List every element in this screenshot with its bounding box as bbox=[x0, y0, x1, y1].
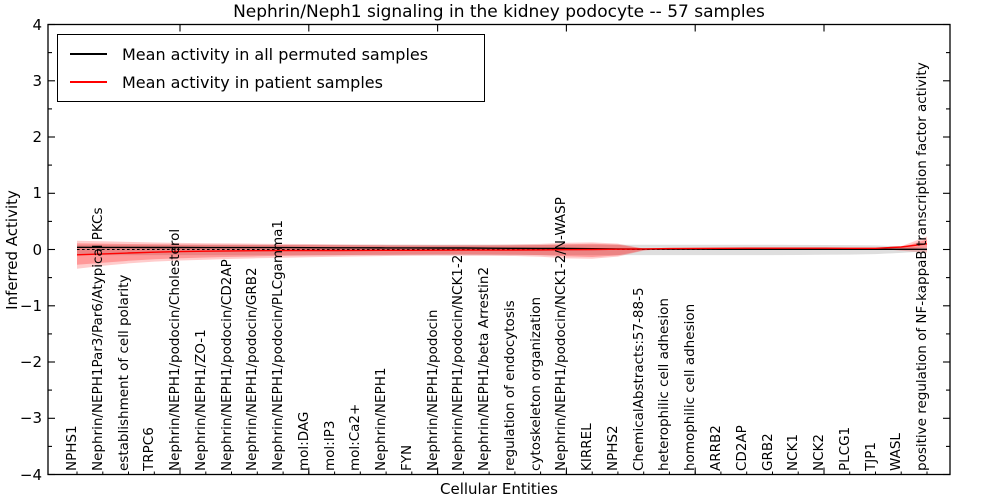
band bbox=[77, 239, 927, 265]
x-tick-label: Nephrin/NEPH1/podocin/NCK1-2 bbox=[450, 254, 467, 471]
x-tick-label: NPHS2 bbox=[604, 425, 621, 471]
y-tick-label: 0 bbox=[32, 240, 42, 259]
series-line bbox=[76, 243, 928, 256]
x-tick-label: Nephrin/NEPH1/ZO-1 bbox=[192, 329, 209, 471]
x-tick-label: Nephrin/NEPH1Par3/Par6/Atypical PKCs bbox=[89, 207, 106, 472]
x-tick-label: CD2AP bbox=[733, 425, 750, 471]
y-tick-label: −2 bbox=[19, 353, 42, 371]
y-tick-label: 1 bbox=[32, 184, 42, 203]
x-tick-label: ARRB2 bbox=[707, 425, 724, 471]
legend: Mean activity in all permuted samples Me… bbox=[57, 34, 485, 102]
x-tick-label: mol:IP3 bbox=[321, 420, 338, 471]
x-tick-label: mol:Ca2+ bbox=[347, 403, 364, 471]
x-tick-label: Nephrin/NEPH1/podocin bbox=[424, 309, 441, 471]
band bbox=[77, 236, 927, 269]
legend-line-sample-red bbox=[70, 81, 107, 83]
legend-label-permuted: Mean activity in all permuted samples bbox=[122, 44, 429, 64]
x-tick-label: Nephrin/NEPH1 bbox=[373, 367, 390, 471]
y-tick-label: −1 bbox=[19, 296, 42, 315]
x-tick-label: positive regulation of NF-kappaB transcr… bbox=[914, 62, 930, 471]
x-tick-label: Nephrin/NEPH1/podocin/NCK1-2/N-WASP bbox=[553, 197, 570, 471]
x-tick-label: WASL bbox=[888, 433, 905, 471]
axes-frame bbox=[47, 23, 951, 476]
x-tick-label: ChemicalAbstracts:57-88-5 bbox=[630, 287, 647, 471]
legend-entry-patient: Mean activity in patient samples bbox=[70, 68, 484, 96]
x-tick-label: PLCG1 bbox=[836, 426, 853, 471]
x-tick-label: KIRREL bbox=[579, 423, 596, 471]
x-tick-label: FYN bbox=[398, 444, 415, 471]
chart-title: Nephrin/Neph1 signaling in the kidney po… bbox=[233, 2, 765, 22]
y-tick-label: 3 bbox=[32, 71, 42, 90]
x-tick-label: GRB2 bbox=[759, 433, 776, 471]
x-tick-label: NCK2 bbox=[811, 434, 827, 471]
y-tick-label: −4 bbox=[19, 465, 42, 484]
x-tick-label: regulation of endocytosis bbox=[501, 300, 518, 471]
x-tick-label: homophilic cell adhesion bbox=[682, 303, 699, 471]
x-tick-label: Nephrin/NEPH1/podocin/PLCgamma1 bbox=[270, 219, 287, 471]
x-tick-label: cytoskeleton organization bbox=[527, 296, 544, 471]
legend-line-sample-black bbox=[70, 53, 107, 55]
x-tick-label: TRPC6 bbox=[141, 427, 158, 471]
x-tick-label: mol:DAG bbox=[295, 411, 312, 471]
x-tick-label: Nephrin/NEPH1/podocin/CD2AP bbox=[218, 259, 235, 471]
legend-entry-permuted: Mean activity in all permuted samples bbox=[70, 40, 484, 68]
y-tick-label: −3 bbox=[19, 409, 42, 428]
x-tick-label: NPHS1 bbox=[64, 425, 80, 471]
x-tick-label: NCK1 bbox=[785, 434, 802, 471]
series-line bbox=[76, 246, 927, 251]
x-tick-label: Nephrin/NEPH1/podocin/GRB2 bbox=[244, 267, 261, 471]
x-axis-label: Cellular Entities bbox=[440, 480, 558, 498]
x-tick-label: heterophilic cell adhesion bbox=[656, 298, 673, 471]
x-tick-label: Nephrin/NEPH1/podocin/Cholesterol bbox=[167, 228, 183, 471]
y-tick-label: 4 bbox=[32, 15, 42, 34]
x-tick-label: Nephrin/NEPH1/beta Arrestin2 bbox=[476, 266, 493, 471]
legend-label-patient: Mean activity in patient samples bbox=[122, 72, 383, 92]
x-tick-label: establishment of cell polarity bbox=[115, 274, 132, 471]
x-tick-label: TJP1 bbox=[862, 442, 879, 471]
y-tick-label: 2 bbox=[32, 128, 42, 146]
